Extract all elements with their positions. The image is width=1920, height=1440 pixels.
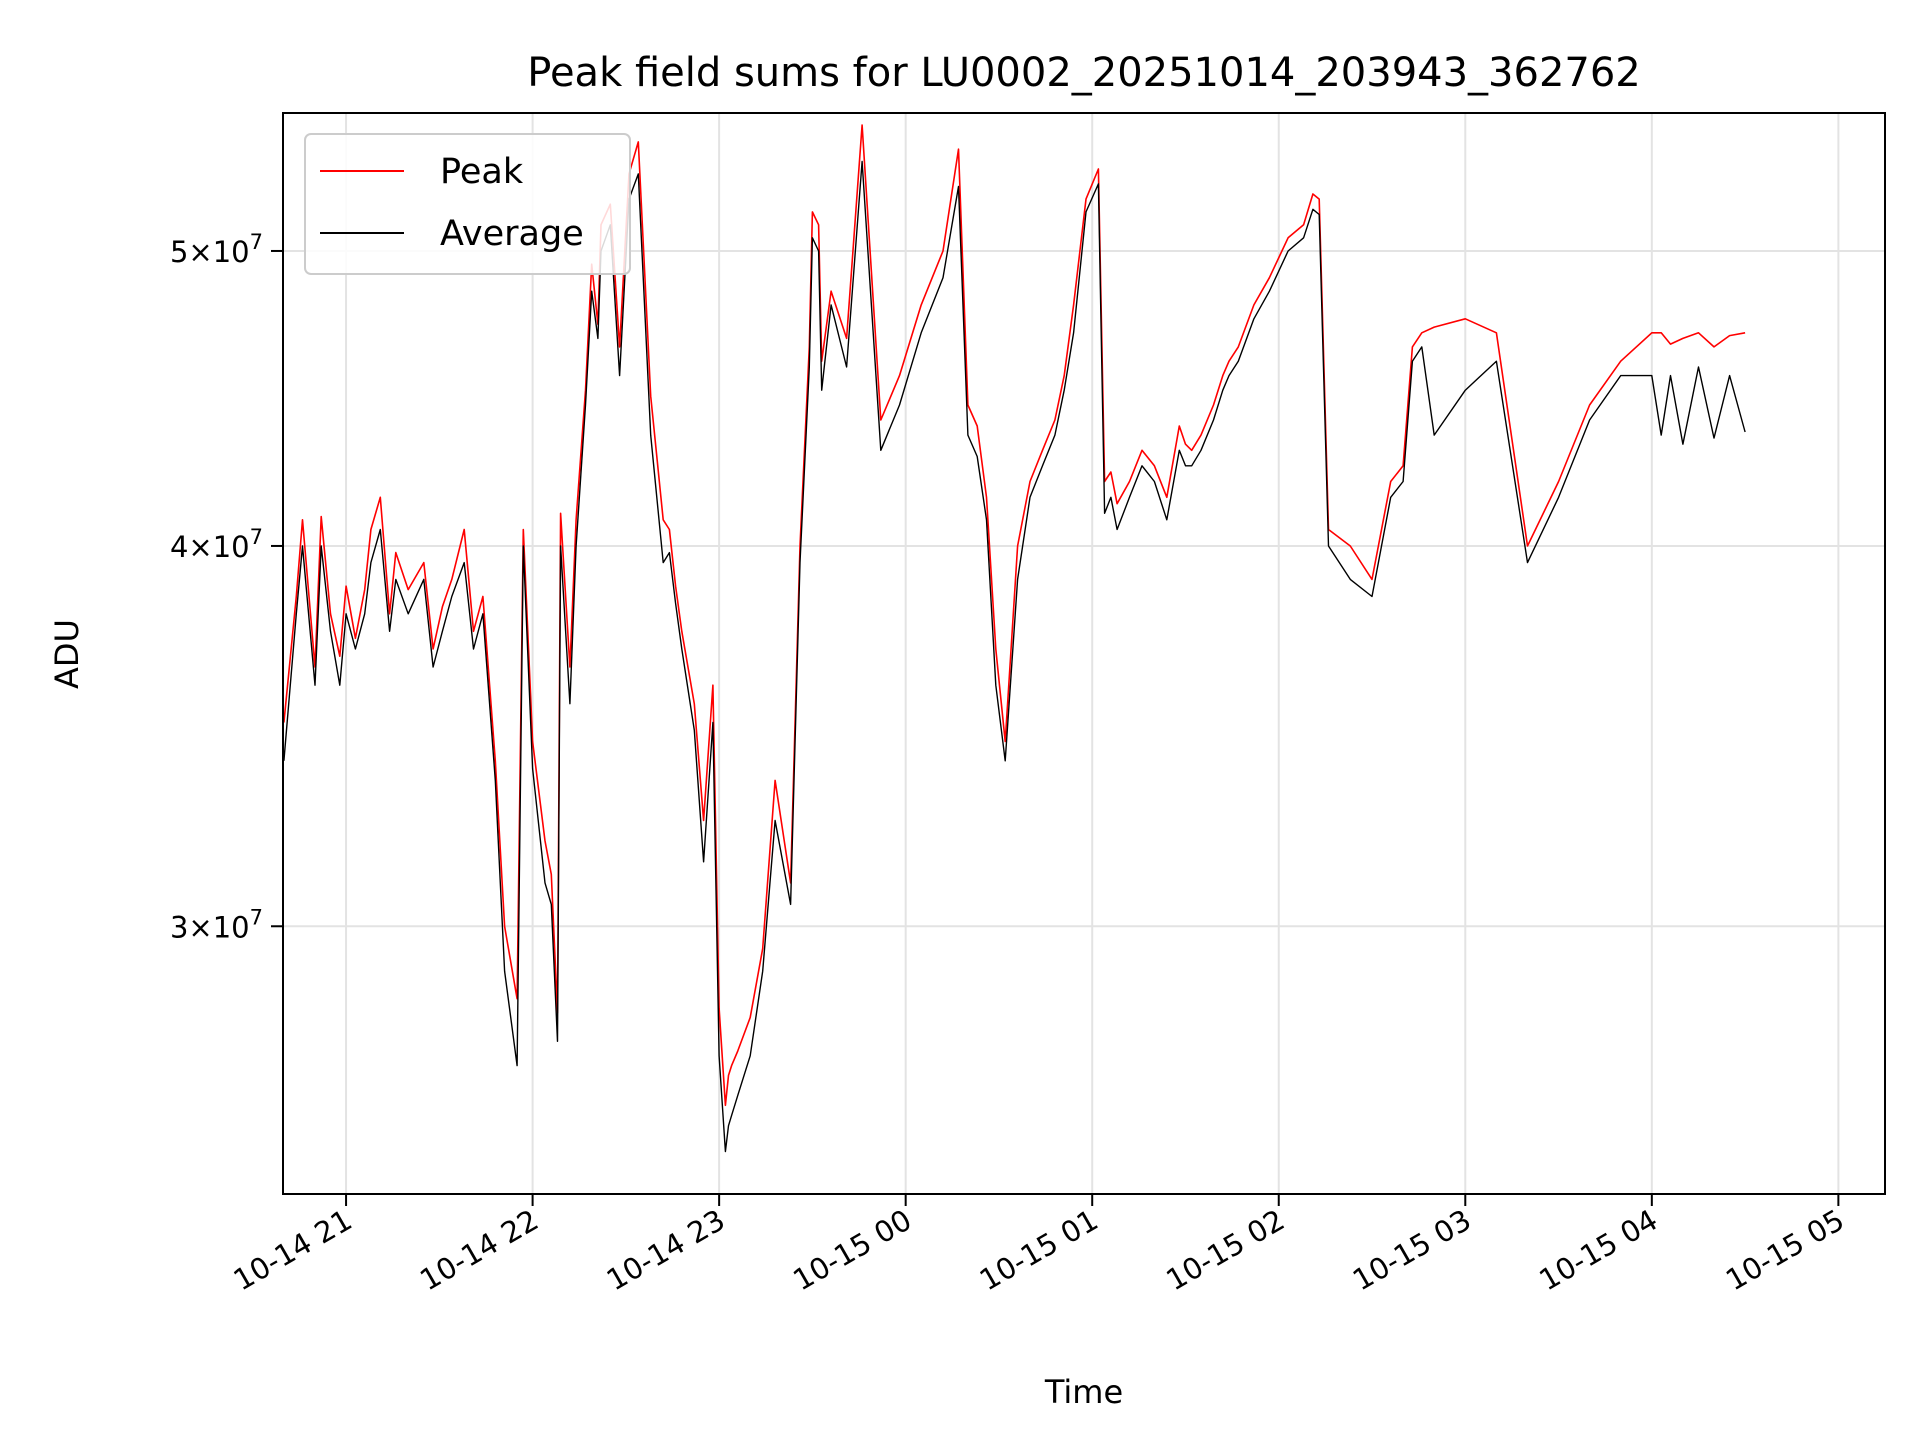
x-axis-ticks: 10-14 21 10-14 22 10-14 23 10-15 00 10-15 01… bbox=[228, 1194, 1850, 1297]
legend-label-average: Average bbox=[440, 214, 584, 254]
legend: Peak Average bbox=[304, 133, 631, 275]
legend-label-peak: Peak bbox=[440, 152, 524, 192]
x-tick-label: 10-15 00 bbox=[787, 1203, 917, 1298]
x-tick-label: 10-15 02 bbox=[1160, 1203, 1290, 1298]
x-axis-title: Time bbox=[1044, 1373, 1123, 1411]
x-gridlines bbox=[345, 113, 1840, 1194]
x-tick-label: 10-15 04 bbox=[1533, 1203, 1663, 1298]
plot-frame bbox=[282, 112, 1886, 1195]
y-tick-label: 4×107 bbox=[170, 525, 263, 564]
x-tick-label: 10-14 23 bbox=[601, 1203, 731, 1298]
x-tick-label: 10-15 03 bbox=[1347, 1203, 1477, 1298]
chart-title: Peak field sums for LU0002_20251014_2039… bbox=[527, 50, 1641, 96]
x-tick-label: 10-14 21 bbox=[228, 1203, 358, 1298]
y-axis-ticks: 3×107 4×107 5×107 bbox=[170, 230, 283, 944]
y-tick-label: 5×107 bbox=[170, 230, 263, 269]
legend-box bbox=[304, 133, 631, 275]
plot-background bbox=[283, 113, 1885, 1194]
x-tick-label: 10-14 22 bbox=[414, 1203, 544, 1298]
x-tick-label: 10-15 01 bbox=[974, 1203, 1104, 1298]
x-tick-label: 10-15 05 bbox=[1720, 1203, 1850, 1298]
series-lines bbox=[283, 124, 1746, 1153]
y-tick-label: 3×107 bbox=[170, 905, 263, 944]
y-axis-title: ADU bbox=[48, 619, 86, 689]
series-line-average bbox=[283, 160, 1746, 1153]
